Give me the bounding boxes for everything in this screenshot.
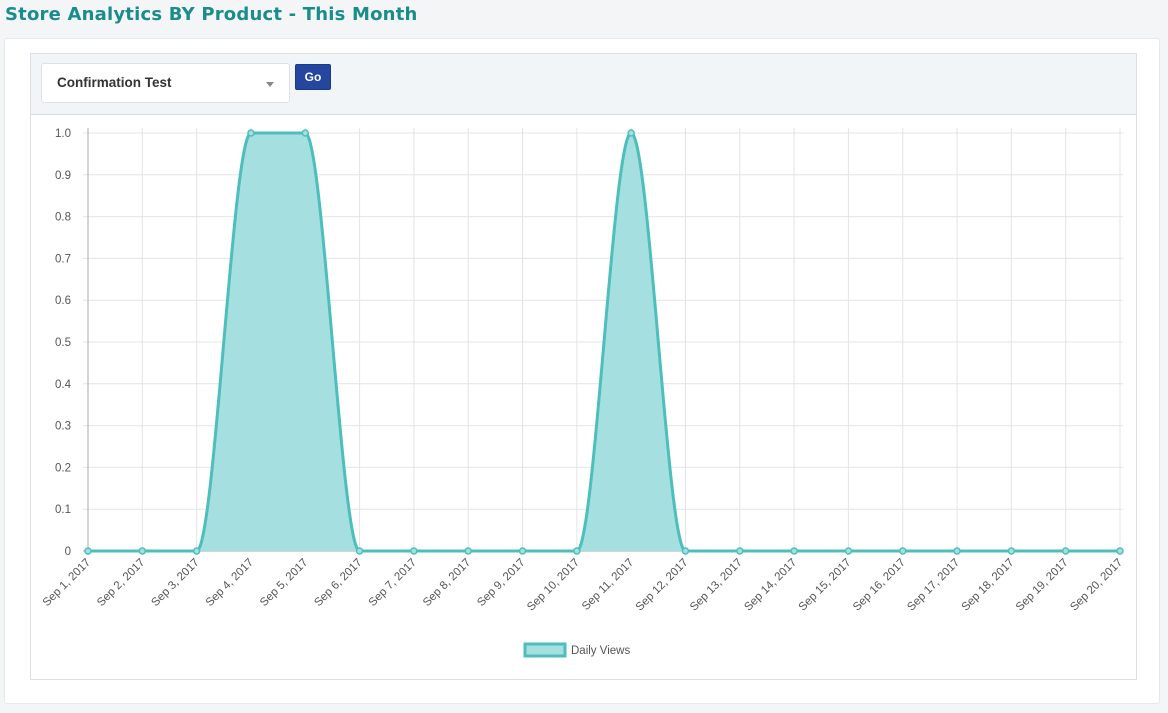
x-tick-label: Sep 19, 2017 — [1014, 557, 1071, 614]
x-tick-label: Sep 1, 2017 — [41, 557, 93, 609]
x-tick-label: Sep 20, 2017 — [1068, 557, 1125, 614]
data-point — [84, 547, 92, 555]
analytics-card: Confirmation Test Go 0 0.1 0.2 0.3 0.4 0.5 0.6… — [4, 38, 1160, 704]
x-tick-label: Sep 17, 2017 — [905, 557, 962, 614]
x-tick-label: Sep 4, 2017 — [204, 557, 256, 609]
x-tick-label: Sep 6, 2017 — [312, 557, 364, 609]
data-point — [247, 129, 255, 137]
data-point — [301, 129, 310, 137]
x-tick-label: Sep 10, 2017 — [525, 557, 582, 614]
y-tick-label: 0.7 — [55, 253, 71, 265]
go-button[interactable]: Go — [295, 64, 331, 90]
data-point — [898, 547, 907, 555]
x-tick-label: Sep 8, 2017 — [421, 557, 473, 609]
chevron-down-icon — [266, 82, 274, 87]
data-point — [138, 547, 147, 555]
y-tick-label: 0.6 — [55, 295, 71, 307]
data-point — [464, 547, 472, 555]
data-point — [844, 547, 853, 555]
y-tick-label: 0 — [65, 546, 71, 558]
data-point — [790, 547, 798, 555]
data-point — [355, 547, 364, 555]
data-point — [736, 547, 744, 555]
data-point — [681, 547, 690, 555]
y-tick-label: 1.0 — [55, 128, 71, 140]
data-point — [192, 547, 201, 555]
data-point — [573, 547, 581, 555]
data-point — [953, 547, 961, 555]
data-point — [1007, 547, 1016, 555]
chart-panel: Confirmation Test Go 0 0.1 0.2 0.3 0.4 0.5 0.6… — [30, 53, 1137, 680]
x-tick-label: Sep 13, 2017 — [688, 557, 745, 614]
x-tick-label: Sep 16, 2017 — [851, 557, 908, 614]
y-tick-label: 0.4 — [55, 379, 72, 391]
filter-bar: Confirmation Test Go — [31, 54, 1136, 115]
legend-label: Daily Views — [571, 645, 630, 657]
y-tick-label: 0.8 — [55, 212, 71, 224]
x-tick-label: Sep 3, 2017 — [149, 557, 201, 609]
x-tick-label: Sep 5, 2017 — [258, 557, 310, 609]
product-select-value: Confirmation Test — [57, 75, 172, 90]
x-tick-label: Sep 2, 2017 — [95, 557, 147, 609]
data-point — [518, 547, 527, 555]
y-tick-label: 0.5 — [55, 337, 71, 349]
y-tick-label: 0.2 — [55, 462, 71, 474]
x-tick-label: Sep 14, 2017 — [742, 557, 799, 614]
legend-swatch — [523, 642, 567, 658]
y-tick-label: 0.9 — [55, 170, 71, 182]
x-tick-label: Sep 12, 2017 — [634, 557, 691, 614]
x-tick-label: Sep 18, 2017 — [960, 557, 1017, 614]
data-point — [1061, 547, 1070, 555]
x-tick-label: Sep 15, 2017 — [797, 557, 854, 614]
y-tick-label: 0.1 — [55, 504, 71, 516]
daily-views-chart: 0 0.1 0.2 0.3 0.4 0.5 0.6 0.7 0.8 0.9 1.0 Sep 1, 20… — [41, 128, 1125, 658]
data-point — [627, 129, 635, 137]
x-tick-label: Sep 7, 2017 — [367, 557, 419, 609]
x-tick-label: Sep 9, 2017 — [475, 557, 527, 609]
product-select[interactable]: Confirmation Test — [41, 63, 290, 103]
data-point — [1116, 547, 1124, 555]
data-point — [410, 547, 418, 555]
y-tick-label: 0.3 — [55, 421, 71, 433]
x-tick-label: Sep 11, 2017 — [580, 557, 636, 613]
page-title: Store Analytics BY Product - This Month — [5, 4, 418, 25]
